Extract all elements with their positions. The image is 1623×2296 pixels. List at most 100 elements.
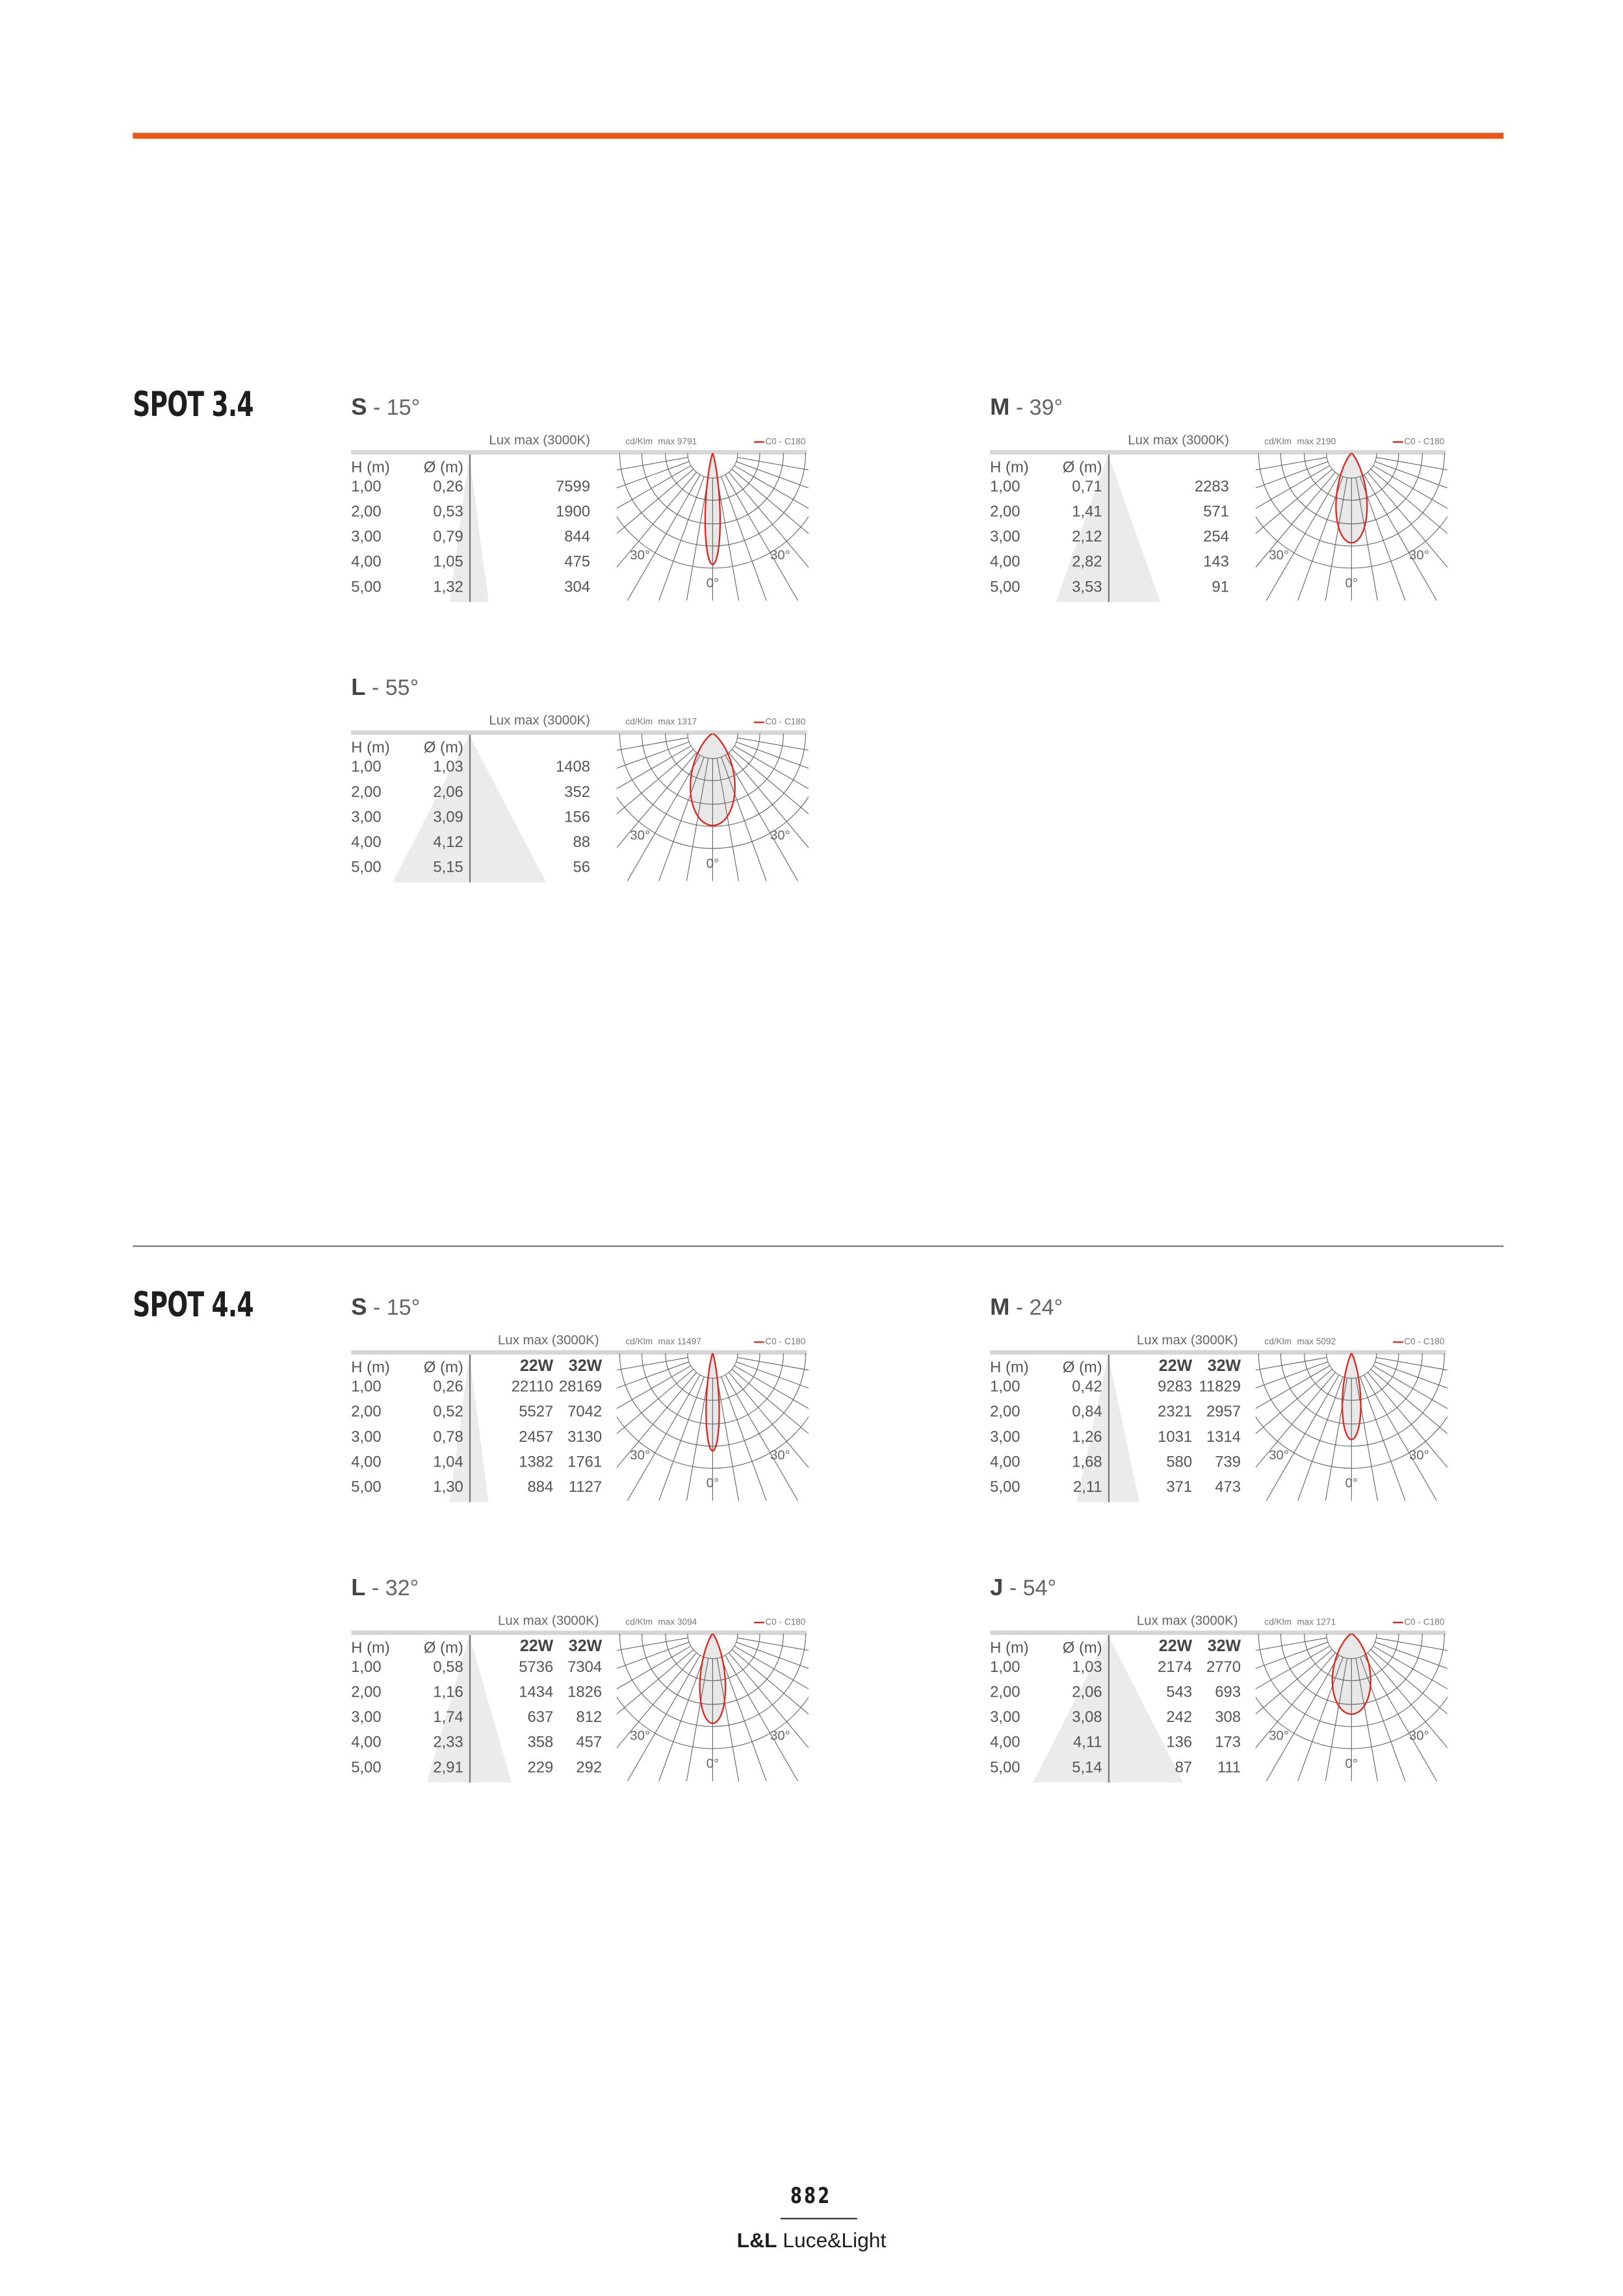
- beam-angle: - 32°: [365, 1576, 419, 1601]
- grid-radial: [1255, 1357, 1327, 1371]
- grid-radial: [1255, 1652, 1336, 1749]
- polar-grid: [616, 1633, 809, 1781]
- lux-value: 1031: [1158, 1428, 1193, 1446]
- angle-label-left: 30°: [1269, 1729, 1289, 1743]
- beam-block-s: S - 15° Lux max (3000K) cd/Klm max 9791 C0 -…: [351, 395, 811, 617]
- angle-label-right: 30°: [770, 548, 790, 562]
- legend-label: C0 - C180: [765, 718, 806, 728]
- grid-radial: [1325, 1658, 1348, 1781]
- max-intensity: max 11497: [658, 1338, 701, 1348]
- diameter-value: 4,11: [1073, 1734, 1102, 1752]
- height-value: 4,00: [990, 1453, 1020, 1472]
- brand-mark: L&L: [736, 2228, 777, 2252]
- grid-radial: [686, 477, 709, 601]
- angle-label-bottom: 0°: [707, 857, 720, 871]
- lux-value: 136: [1166, 1734, 1193, 1752]
- grid-radial: [1325, 477, 1348, 601]
- grid-radial: [686, 1658, 709, 1781]
- grid-radial: [734, 1645, 809, 1689]
- lux-value: 543: [1166, 1684, 1193, 1702]
- diameter-value: 0,71: [1072, 478, 1102, 496]
- height-value: 5,00: [990, 1758, 1020, 1777]
- column-divider: [1108, 1354, 1110, 1502]
- lux-value: 173: [1215, 1734, 1241, 1752]
- diameter-value: 3,53: [1072, 578, 1102, 597]
- wattage-header: 22W: [1158, 1357, 1193, 1376]
- beam-code: L: [351, 675, 366, 701]
- unit-label: cd/Klm: [625, 438, 653, 447]
- beam-angle: - 24°: [1009, 1296, 1063, 1321]
- curve-legend: C0 - C180: [1392, 1619, 1444, 1628]
- lux-value: 2957: [1206, 1403, 1241, 1422]
- beam-block-s: S - 15° Lux max (3000K) cd/Klm max 11497 C0 …: [351, 1296, 811, 1517]
- height-value: 3,00: [351, 808, 382, 827]
- diameter-value: 1,68: [1072, 1453, 1102, 1472]
- beam-angle: - 54°: [1003, 1576, 1057, 1601]
- grid-radial: [725, 475, 799, 601]
- grid-radial: [731, 1368, 809, 1435]
- lux-value: 7304: [567, 1658, 603, 1676]
- grid-radial: [627, 1655, 701, 1781]
- section-title: SPOT 3.4: [133, 386, 253, 425]
- legend-label: C0 - C180: [1404, 438, 1445, 447]
- table-header-rule: [351, 730, 807, 735]
- diameter-value: 4,12: [433, 833, 463, 852]
- curve-legend: C0 - C180: [753, 1338, 805, 1348]
- lux-value: 457: [576, 1734, 603, 1752]
- angle-label-bottom: 0°: [1345, 1476, 1358, 1491]
- grid-radial: [658, 1656, 705, 1781]
- legend-label: C0 - C180: [1404, 1338, 1445, 1348]
- page-number-text: 882: [790, 2182, 833, 2210]
- beam-block-l: L - 32° Lux max (3000K) cd/Klm max 3094 C0 -…: [351, 1576, 811, 1797]
- grid-radial: [1255, 1372, 1336, 1468]
- intensity-curve-c0-c180: [689, 733, 736, 826]
- curve-legend: C0 - C180: [1392, 1338, 1444, 1348]
- angle-label-right: 30°: [770, 1729, 790, 1743]
- section-title: SPOT 4.4: [133, 1286, 253, 1325]
- grid-radial: [731, 469, 809, 534]
- grid-radial: [721, 1376, 767, 1501]
- col-height-header: H (m): [351, 739, 390, 757]
- height-value: 3,00: [990, 1708, 1020, 1727]
- max-intensity: max 1317: [658, 718, 697, 728]
- col-diameter-header: Ø (m): [423, 458, 463, 477]
- col-height-header: H (m): [351, 458, 390, 477]
- grid-radial: [737, 457, 809, 471]
- beam-angle: - 39°: [1009, 395, 1063, 421]
- table-header-rule: [990, 1350, 1446, 1355]
- block-title: S - 15°: [351, 1296, 420, 1322]
- grid-radial: [616, 741, 690, 769]
- grid-radial: [725, 1655, 799, 1781]
- grid-radial: [1373, 1645, 1448, 1689]
- grid-radial: [1297, 476, 1344, 601]
- unit-label: cd/Klm: [625, 1338, 653, 1348]
- grid-radial: [616, 457, 688, 471]
- height-value: 5,00: [351, 1758, 382, 1777]
- accent-bar: [133, 133, 1504, 139]
- grid-radial: [737, 1637, 809, 1651]
- grid-radial: [627, 475, 701, 601]
- wattage-header: 22W: [1158, 1637, 1193, 1656]
- grid-radial: [1266, 1655, 1340, 1781]
- lux-value: 7042: [567, 1403, 603, 1422]
- legend-swatch: [753, 721, 764, 724]
- grid-radial: [716, 758, 740, 881]
- lux-value: 2457: [519, 1428, 554, 1446]
- max-intensity: max 2190: [1297, 438, 1336, 447]
- block-title: M - 24°: [990, 1296, 1063, 1322]
- grid-radial: [616, 1365, 692, 1409]
- lux-header: Lux max (3000K): [489, 712, 590, 728]
- max-intensity: max 1271: [1297, 1619, 1336, 1628]
- block-title: S - 15°: [351, 395, 420, 422]
- beam-code: S: [351, 395, 367, 421]
- grid-radial: [658, 1376, 705, 1501]
- lux-value: 242: [1166, 1708, 1193, 1727]
- grid-radial: [627, 755, 701, 881]
- table-header-rule: [990, 450, 1446, 455]
- grid-radial: [616, 472, 697, 568]
- grid-radial: [627, 1374, 701, 1501]
- diameter-value: 1,26: [1072, 1428, 1102, 1446]
- max-intensity: max 9791: [658, 438, 697, 447]
- legend-label: C0 - C180: [765, 438, 806, 447]
- lux-value: 739: [1215, 1453, 1241, 1472]
